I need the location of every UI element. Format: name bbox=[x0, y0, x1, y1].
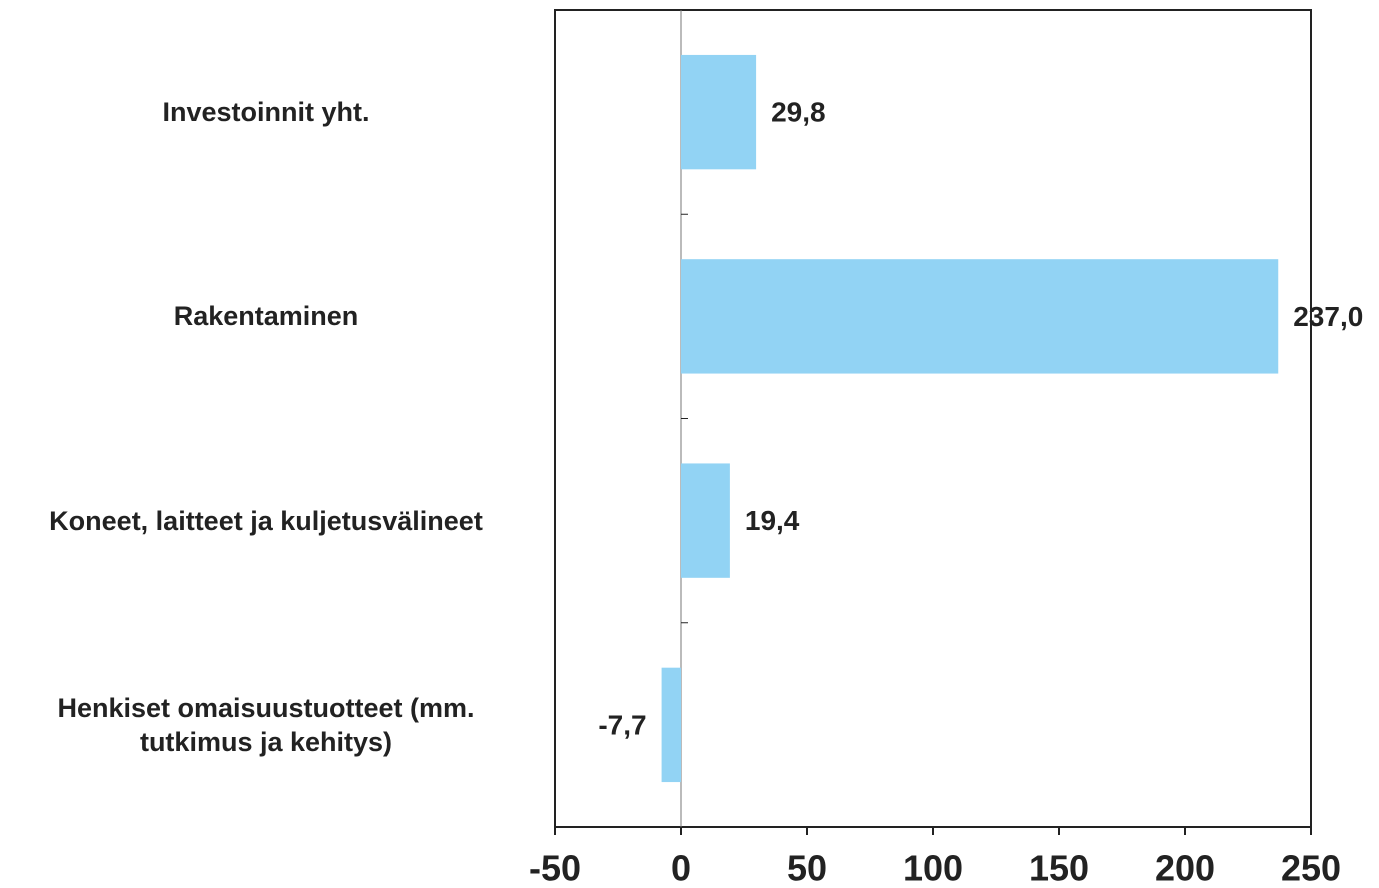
x-tick-label: -50 bbox=[529, 848, 581, 888]
value-label: 19,4 bbox=[745, 505, 800, 536]
category-label: Henkiset omaisuustuotteet (mm. tutkimus … bbox=[57, 692, 475, 757]
category-label: Koneet, laitteet ja kuljetusvälineet bbox=[49, 505, 483, 536]
value-label: 237,0 bbox=[1293, 301, 1363, 332]
bar bbox=[661, 667, 681, 783]
x-tick-label: 250 bbox=[1281, 848, 1341, 888]
bar bbox=[681, 463, 730, 578]
category-label: Investoinnit yht. bbox=[162, 97, 370, 128]
bar bbox=[681, 259, 1279, 374]
x-tick-label: 100 bbox=[903, 848, 963, 888]
category-label: Rakentaminen bbox=[173, 301, 359, 332]
x-tick-label: 150 bbox=[1029, 848, 1089, 888]
value-label: 29,8 bbox=[771, 97, 826, 128]
x-tick-label: 0 bbox=[671, 848, 691, 888]
x-tick-label: 50 bbox=[787, 848, 827, 888]
bar bbox=[681, 54, 757, 170]
value-label: -7,7 bbox=[598, 709, 646, 740]
x-tick-label: 200 bbox=[1155, 848, 1215, 888]
